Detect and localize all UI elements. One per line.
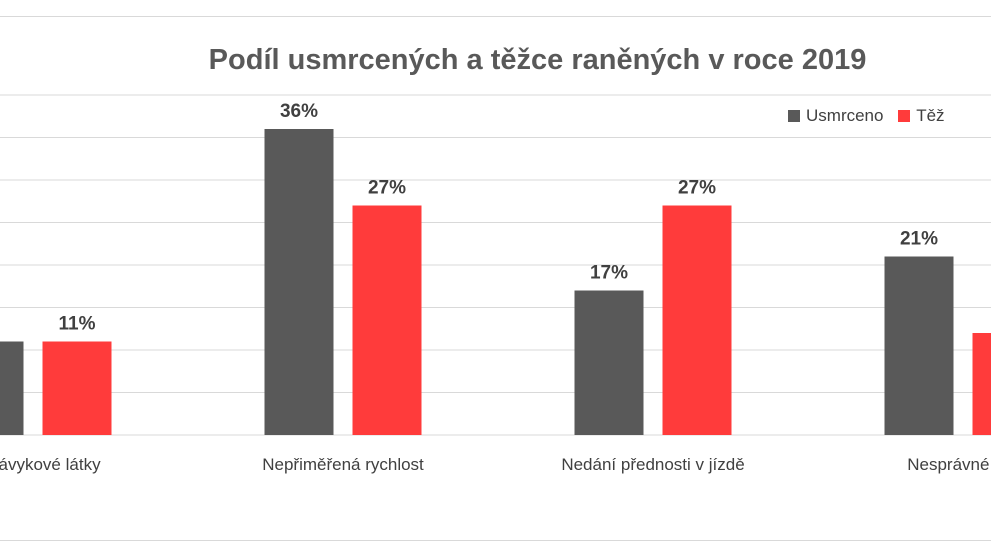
bar-usmrceno-2 [574, 290, 644, 435]
legend-item-tezce: Těž [898, 106, 945, 126]
chart-border-top [0, 16, 991, 17]
bar-usmrceno-1 [264, 129, 334, 435]
category-label-0: né návykové látky [0, 455, 101, 474]
bar-tezce-0 [42, 341, 112, 435]
bar-usmrceno-3 [884, 256, 954, 435]
chart-title: Podíl usmrcených a těžce raněných v roce… [208, 44, 867, 76]
data-label-usmrceno-3: 21% [900, 229, 938, 250]
legend-item-usmrceno: Usmrceno [788, 106, 883, 126]
legend-swatch-tezce [898, 110, 911, 122]
chart-legend: Usmrceno Těž [788, 106, 955, 126]
bar-usmrceno-0 [0, 341, 24, 435]
bar-tezce-2 [662, 205, 732, 435]
data-label-tezce-2: 27% [678, 178, 716, 199]
bar-tezce-1 [352, 205, 422, 435]
chart-border-bottom [0, 540, 991, 541]
category-label-3: Nesprávné pře [907, 455, 991, 474]
bar-tezce-3 [972, 333, 991, 435]
data-label-usmrceno-1: 36% [280, 101, 318, 122]
data-label-tezce-0: 11% [59, 314, 96, 335]
legend-label-tezce: Těž [916, 106, 945, 125]
category-label-1: Nepřiměřená rychlost [262, 455, 424, 474]
legend-swatch-usmrceno [788, 110, 800, 122]
data-label-usmrceno-2: 17% [590, 263, 628, 284]
legend-label-usmrceno: Usmrceno [806, 106, 884, 125]
data-label-tezce-1: 27% [368, 178, 406, 199]
category-label-2: Nedání přednosti v jízdě [561, 455, 744, 474]
